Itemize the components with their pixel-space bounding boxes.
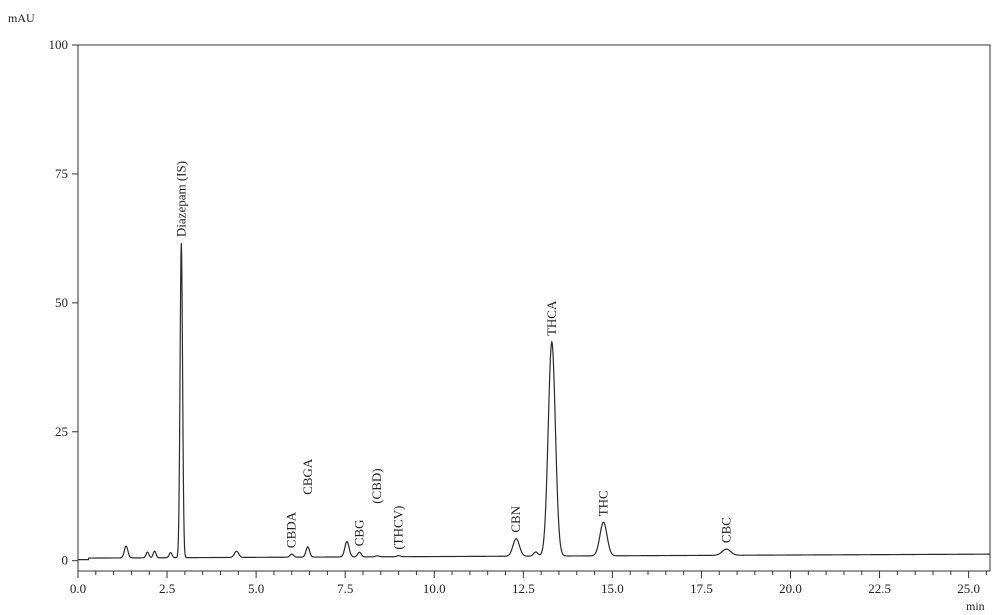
x-tick-label: 25.0 xyxy=(957,581,980,596)
y-tick-label: 75 xyxy=(55,166,68,181)
peak-label-cbn: CBN xyxy=(508,505,523,532)
y-tick-label: 50 xyxy=(55,295,68,310)
x-tick-label: 22.5 xyxy=(868,581,891,596)
peak-label-cbga: CBGA xyxy=(300,458,315,495)
x-axis-unit-label: min xyxy=(966,599,985,613)
peak-label-thc: THC xyxy=(595,490,610,516)
x-tick-label: 20.0 xyxy=(779,581,802,596)
peak-label-cbc: CBC xyxy=(718,517,733,543)
x-tick-label: 0.0 xyxy=(70,581,86,596)
peak-label-thca: THCA xyxy=(544,300,559,336)
x-tick-label: 15.0 xyxy=(601,581,624,596)
plot-frame xyxy=(77,44,991,572)
x-axis-ticks: 0.0 2.5 5.0 7.5 10.0 12.5 15.0 17.5 20.0 22.5 25.0 xyxy=(70,571,987,596)
y-axis-unit-label: mAU xyxy=(8,11,35,25)
peak-label-thcv: (THCV) xyxy=(391,506,406,550)
peak-label-cbda: CBDA xyxy=(284,511,299,548)
x-tick-label: 10.0 xyxy=(423,581,446,596)
x-tick-label: 2.5 xyxy=(159,581,175,596)
peak-label-diazepamis: Diazepam (IS) xyxy=(173,161,188,237)
chromatogram-trace xyxy=(78,243,990,561)
y-tick-label: 25 xyxy=(55,424,68,439)
x-tick-label: 5.0 xyxy=(248,581,264,596)
x-tick-label: 12.5 xyxy=(512,581,535,596)
x-tick-label: 7.5 xyxy=(337,581,353,596)
y-axis-ticks: 0 25 50 75 100 xyxy=(49,37,78,568)
x-tick-label: 17.5 xyxy=(690,581,713,596)
peak-label-cbg: CBG xyxy=(351,520,366,547)
peak-labels: Diazepam (IS) CBDA CBGA CBG (CBD) (THCV) CBN TH… xyxy=(173,161,733,550)
y-tick-label: 100 xyxy=(49,37,69,52)
y-tick-label: 0 xyxy=(62,553,69,568)
peak-label-cbd: (CBD) xyxy=(369,468,384,503)
